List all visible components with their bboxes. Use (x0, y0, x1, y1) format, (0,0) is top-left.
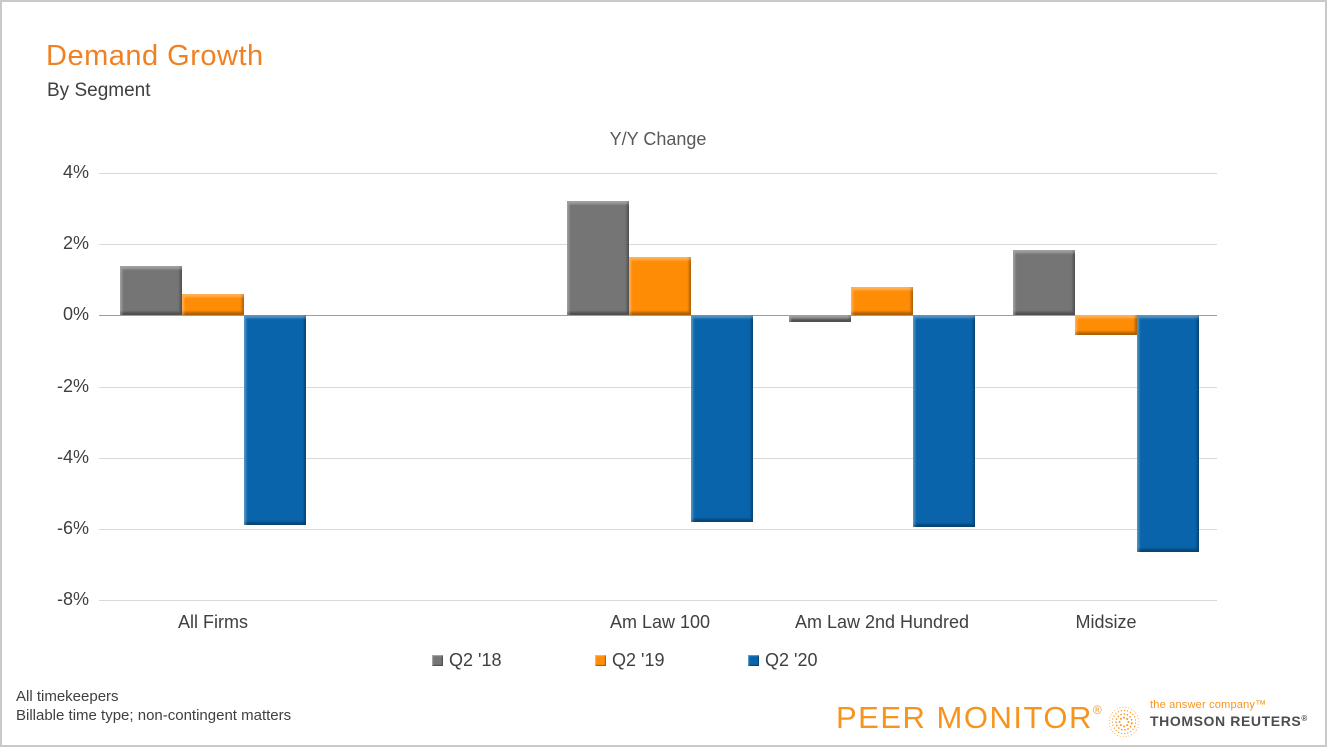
bar-Q219-am-law-100 (629, 256, 691, 316)
peer-monitor-logo: PEER MONITOR® (836, 700, 1102, 736)
bar-Q220-midsize (1137, 315, 1199, 552)
thomson-reuters-text-block: the answer company™ THOMSON REUTERS® (1150, 699, 1320, 729)
legend-swatch (748, 654, 759, 666)
bar-Q218-am-law-100 (567, 201, 629, 316)
y-tick-label: -6% (56, 517, 89, 538)
category-label-all-firms: All Firms (178, 612, 248, 632)
registered-mark: ® (1301, 714, 1308, 723)
tr-name-text: THOMSON REUTERS (1150, 713, 1302, 729)
footnote-timekeepers: All timekeepers (16, 688, 119, 705)
bar-Q218-all-firms (120, 265, 182, 316)
category-label-am-law-100: Am Law 100 (609, 612, 711, 632)
registered-mark: ® (1092, 703, 1102, 717)
legend-item-Q220: Q2 '20 (748, 650, 817, 670)
legend-swatch (595, 654, 606, 666)
plot-area (99, 173, 1217, 601)
page-subtitle: By Segment (47, 80, 151, 101)
bar-Q220-am-law-2nd-hundred (913, 315, 975, 528)
legend-swatch (432, 654, 443, 666)
bar-Q220-all-firms (244, 315, 306, 526)
thomson-reuters-wordmark: THOMSON REUTERS® (1150, 713, 1320, 729)
legend-item-Q218: Q2 '18 (432, 650, 501, 670)
legend-label: Q2 '20 (765, 649, 818, 670)
y-tick-label: -8% (56, 589, 89, 609)
footnote-billable: Billable time type; non-contingent matte… (16, 707, 292, 724)
thomson-reuters-kinesis-icon (1108, 706, 1140, 743)
gridline (99, 386, 1217, 388)
gridline (99, 528, 1217, 530)
legend-label: Q2 '18 (449, 649, 502, 670)
gridline (99, 173, 1217, 174)
legend-label: Q2 '19 (612, 649, 665, 670)
gridline (99, 600, 1217, 601)
page-title: Demand Growth (46, 40, 264, 72)
bar-Q218-am-law-2nd-hundred (789, 315, 851, 323)
bar-Q218-midsize (1013, 249, 1075, 316)
y-tick-label: -2% (56, 375, 89, 396)
bar-Q219-midsize (1075, 315, 1137, 335)
zero-axis-line (99, 315, 1217, 317)
bar-Q220-am-law-100 (691, 315, 753, 522)
legend-item-Q219: Q2 '19 (595, 650, 664, 670)
y-tick-label: 4% (62, 162, 89, 182)
bar-Q219-am-law-2nd-hundred (851, 286, 913, 316)
y-tick-label: 0% (62, 304, 89, 325)
category-label-am-law-2nd-hundred: Am Law 2nd Hundred (794, 612, 970, 632)
chart-title: Y/Y Change (609, 129, 707, 149)
peer-monitor-wordmark: PEER MONITOR (836, 700, 1093, 735)
y-tick-label: 2% (62, 233, 89, 254)
bar-Q219-all-firms (182, 293, 244, 316)
gridline (99, 457, 1217, 459)
category-label-midsize: Midsize (1075, 612, 1137, 632)
tr-tagline: the answer company™ (1150, 699, 1267, 711)
y-tick-label: -4% (56, 446, 89, 467)
gridline (99, 244, 1217, 246)
